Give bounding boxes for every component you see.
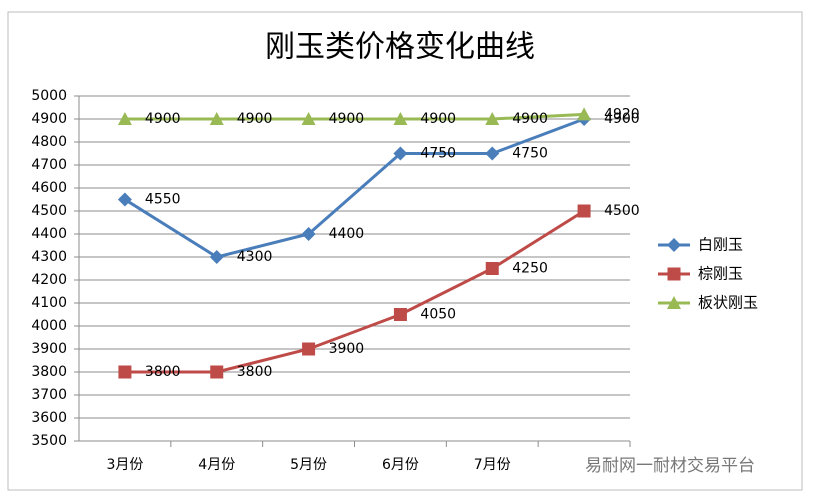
data-label: 4550 [145,192,181,208]
data-label: 3800 [237,364,273,380]
point [118,365,132,379]
point [667,267,681,281]
chart-frame [7,11,803,491]
x-tick-label: 4月份 [198,457,235,473]
point [301,112,316,125]
y-tick-label: 4000 [31,318,67,334]
y-tick-label: 4200 [31,272,67,288]
y-tick-label: 4300 [31,249,67,265]
data-label: 4900 [145,111,181,127]
x-tick-label: 3月份 [106,457,143,473]
data-label: 4750 [512,146,548,162]
x-tick-label: 6月份 [382,457,419,473]
y-tick-label: 3900 [31,341,67,357]
y-tick-label: 4800 [31,134,67,150]
data-label: 4900 [420,111,456,127]
y-tick-label: 3800 [31,364,67,380]
watermark: 易耐网一耐材交易平台 [585,456,755,476]
data-label: 3900 [329,341,365,357]
data-label: 4400 [329,226,365,242]
point [667,238,681,252]
data-label: 4900 [604,111,640,127]
point [577,204,591,218]
legend-label: 白刚玉 [698,236,743,254]
point [485,262,499,275]
legend-label: 板状刚玉 [698,294,758,312]
y-tick-label: 4900 [31,111,67,127]
y-tick-label: 4100 [31,295,67,311]
y-tick-label: 4600 [31,180,67,196]
point [485,146,500,161]
point [209,250,224,264]
data-label: 4300 [237,249,273,265]
y-tick-label: 3500 [31,433,67,449]
point [393,308,407,321]
data-label: 4900 [329,111,365,127]
series-line [124,112,585,121]
series-line [124,117,585,259]
data-label: 4500 [604,203,640,219]
point [302,342,316,356]
data-label: 4900 [237,111,273,127]
legend-label: 棕刚玉 [698,265,743,283]
y-tick-label: 5000 [31,88,67,104]
point [393,146,408,161]
y-tick-label: 4400 [31,226,67,242]
point [117,192,132,207]
y-tick-label: 3700 [31,387,67,403]
point [667,296,681,309]
data-label: 4750 [420,146,456,162]
point [393,112,408,125]
y-tick-label: 4700 [31,157,67,173]
data-label: 3800 [145,364,181,380]
y-tick-label: 4500 [31,203,67,219]
y-tick-label: 3600 [31,410,67,426]
point [301,227,316,241]
data-label: 4900 [512,111,548,127]
x-tick-label: 5月份 [290,457,327,473]
point [210,365,224,379]
data-label: 4920 [604,106,640,122]
data-label: 4050 [420,307,456,323]
data-label: 4250 [512,261,548,277]
point [577,107,592,121]
point [209,112,224,125]
chart-title: 刚玉类价格变化曲线 [265,30,535,65]
x-tick-label: 7月份 [474,457,511,473]
point [117,112,132,125]
point [485,112,500,125]
series-line [124,209,585,374]
